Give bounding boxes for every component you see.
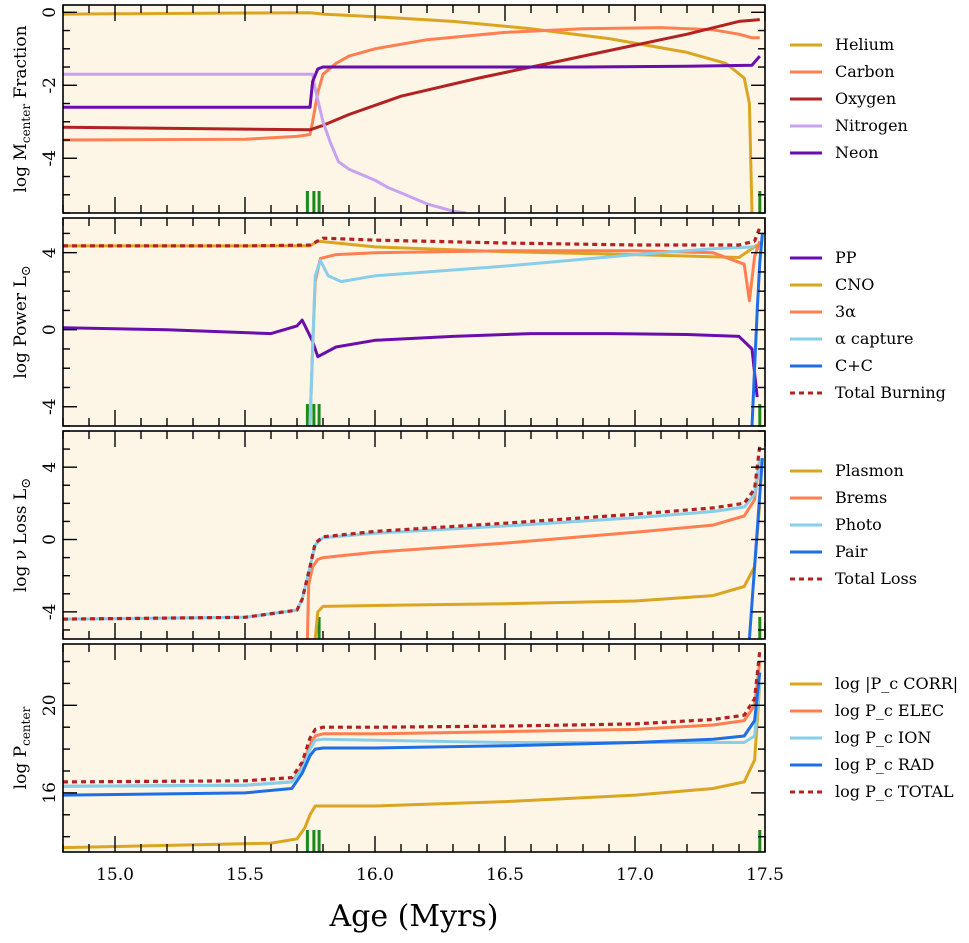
series-line-3 bbox=[63, 672, 762, 797]
series-line-4 bbox=[63, 650, 762, 784]
plot-area bbox=[63, 650, 762, 852]
series-line-3 bbox=[308, 245, 755, 426]
panel-frame bbox=[62, 430, 766, 640]
y-tick-label: 16 bbox=[40, 782, 60, 804]
y-axis-label-suffix: Fraction bbox=[11, 25, 31, 103]
plot-area bbox=[63, 445, 764, 639]
legend-label: log P_c ION bbox=[835, 728, 931, 747]
panel-2: 4 0 -4 log ν Loss L⊙ Plasmon Brems Photo Pair To… bbox=[11, 430, 917, 640]
y-tick-label: -4 bbox=[40, 604, 60, 621]
series-line-0 bbox=[63, 318, 759, 398]
y-axis-label-suffix: ⊙ bbox=[19, 265, 34, 276]
y-axis-label-text: log P bbox=[11, 746, 31, 789]
y-tick-label: 0 bbox=[40, 7, 60, 18]
y-tick-label: 4 bbox=[40, 462, 60, 473]
legend-label: log P_c RAD bbox=[835, 755, 934, 774]
panel-frame bbox=[62, 643, 766, 853]
series-line-3 bbox=[63, 72, 467, 213]
series-line-3 bbox=[747, 457, 764, 639]
legend-label: log |P_c CORR| bbox=[835, 674, 958, 693]
legend-label: Oxygen bbox=[835, 89, 896, 108]
series-line-4 bbox=[63, 445, 762, 621]
legend-label: 3α bbox=[835, 302, 856, 321]
legend-label: log P_c ELEC bbox=[835, 701, 944, 720]
series-line-0 bbox=[63, 683, 762, 850]
panel-0: 0 -2 -4 log Mcenter Fraction Helium Carbon Oxy… bbox=[11, 4, 908, 214]
y-axis-label-text: log M bbox=[11, 143, 31, 192]
panel-3: 20 16 log Pcenter log |P_c CORR| log P_c ELE… bbox=[11, 643, 958, 885]
series-line-1 bbox=[305, 457, 762, 639]
series-line-2 bbox=[63, 683, 762, 788]
panel-background bbox=[63, 5, 765, 213]
panel-background bbox=[63, 431, 765, 639]
legend-label: Total Burning bbox=[835, 383, 946, 402]
y-tick-label: 0 bbox=[40, 534, 60, 545]
plot-area bbox=[63, 227, 764, 426]
legend-label: PP bbox=[835, 248, 857, 267]
legend-label: log P_c TOTAL bbox=[835, 782, 954, 801]
y-axis-label: log Power L⊙ bbox=[11, 265, 34, 378]
legend-label: Photo bbox=[835, 515, 882, 534]
legend-label: Pair bbox=[835, 542, 868, 561]
legend-label: Neon bbox=[835, 143, 878, 162]
panel-1: 4 0 -4 log Power L⊙ PP CNO 3α α capture C+C Total… bbox=[11, 217, 946, 427]
legend-label: Plasmon bbox=[835, 461, 904, 480]
legend-label: CNO bbox=[835, 275, 874, 294]
series-line-1 bbox=[63, 239, 759, 259]
legend-label: Carbon bbox=[835, 62, 895, 81]
y-tick-label: 4 bbox=[40, 247, 60, 258]
legend-label: Total Loss bbox=[835, 569, 917, 588]
series-line-0 bbox=[63, 11, 754, 213]
legend-label: Brems bbox=[835, 488, 887, 507]
x-tick-label: 15.0 bbox=[96, 865, 134, 885]
legend-label: Helium bbox=[835, 35, 894, 54]
series-line-2 bbox=[63, 18, 760, 132]
legend-label: α capture bbox=[835, 329, 913, 348]
series-line-1 bbox=[63, 26, 760, 142]
x-tick-label: 17.5 bbox=[746, 865, 784, 885]
y-tick-label: -4 bbox=[40, 398, 60, 415]
x-tick-label: 15.5 bbox=[226, 865, 264, 885]
x-axis-label: Age (Myrs) bbox=[329, 899, 499, 934]
x-tick-label: 17.0 bbox=[616, 865, 654, 885]
plot-area bbox=[63, 11, 762, 213]
y-axis-label-subscript: center bbox=[19, 706, 33, 745]
panel-frame bbox=[62, 4, 766, 214]
y-axis-label: log ν Loss L⊙ bbox=[11, 478, 34, 592]
panel-frame bbox=[62, 217, 766, 427]
y-tick-label: 20 bbox=[40, 694, 60, 716]
legend-label: Nitrogen bbox=[835, 116, 908, 135]
y-tick-label: -2 bbox=[40, 77, 60, 94]
y-axis-label-text: log Power L bbox=[11, 276, 31, 378]
y-tick-label: -4 bbox=[40, 150, 60, 167]
x-tick-label: 16.5 bbox=[486, 865, 524, 885]
y-axis-label: log Pcenter bbox=[11, 706, 33, 789]
y-tick-label: 0 bbox=[40, 324, 60, 335]
legend-label: C+C bbox=[835, 356, 873, 375]
y-axis-label-suffix: ⊙ bbox=[19, 478, 34, 489]
y-axis-label-text: log ν Loss L bbox=[11, 489, 31, 592]
y-axis-label: log Mcenter Fraction bbox=[11, 25, 33, 192]
series-line-4 bbox=[63, 55, 761, 109]
series-line-5 bbox=[63, 227, 762, 248]
y-axis-label-subscript: center bbox=[19, 104, 33, 143]
x-tick-label: 16.0 bbox=[356, 865, 394, 885]
series-line-0 bbox=[313, 503, 762, 639]
